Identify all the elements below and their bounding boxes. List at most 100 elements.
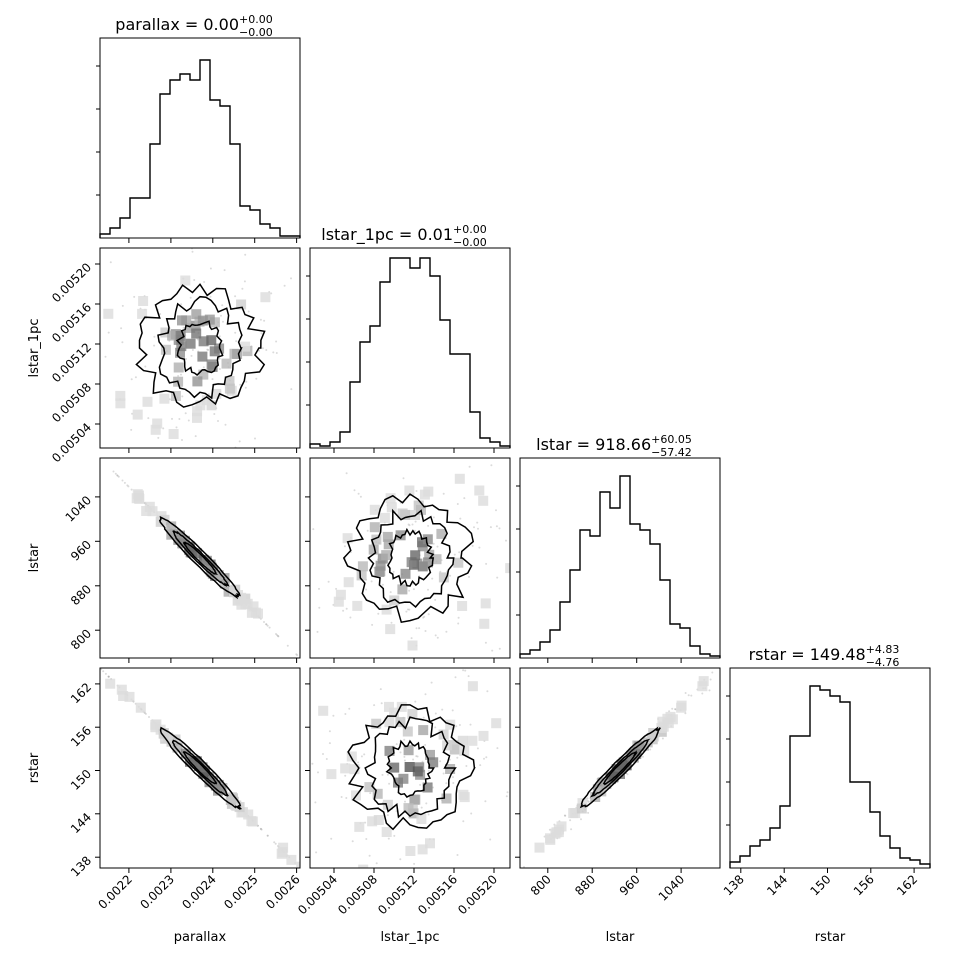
density-cell [210,780,221,791]
density-cell [698,676,709,687]
sample-point [162,427,165,430]
sample-point [365,838,368,840]
sample-point [370,580,373,583]
density-cell [335,589,346,600]
sample-point [307,665,309,667]
sample-point [471,544,474,547]
density-cell [384,701,394,712]
histogram-lstar [519,475,721,658]
sample-point [445,782,448,785]
sample-point [260,332,263,335]
density-cell [400,568,411,579]
density-cell [326,769,337,780]
sample-point [551,728,553,730]
density-cell [340,763,351,774]
sample-point [424,744,427,746]
sample-point [407,523,410,526]
xtick-label: 800 [528,872,554,898]
density-cell [246,816,257,827]
sample-point [580,818,582,821]
sample-point [465,765,468,767]
contour-level-3 [175,320,224,376]
sample-point [310,887,312,889]
sample-point [333,374,335,376]
sample-point [412,758,415,761]
sample-point [512,878,514,880]
contour-level-2 [157,295,243,400]
density-cell [410,550,421,561]
panel-parallax-rstar: 0.0022 0.0023 0.0024 0.0025 0.00261381441501… [68,667,303,912]
sample-point [564,814,567,817]
sample-point [408,608,411,611]
sample-point [701,692,704,695]
density-cell [116,684,127,695]
sample-point [100,668,103,671]
sample-point [404,800,406,803]
sample-point [302,356,304,358]
density-cell [381,550,392,561]
sample-point [239,383,242,386]
ytick-label: 144 [68,810,94,836]
sample-point [569,819,572,822]
ytick-label: 0.00516 [49,300,94,345]
density-cell [403,745,414,756]
xaxis-label-rstar: rstar [815,930,846,945]
density-cell [448,740,459,751]
density-cell [213,570,224,581]
title-equals: = [180,15,204,34]
sample-point [413,862,416,865]
xtick-label: 0.0024 [179,872,219,912]
density-cell [505,563,510,574]
ytick-label: 162 [68,680,94,706]
density-cell [576,803,587,814]
density-cell [150,719,161,730]
sample-point [262,694,264,696]
panel-frame [99,667,301,869]
contour-level-1 [158,515,241,600]
sample-point [505,795,508,798]
sample-point [263,621,265,623]
density-cell [556,821,567,832]
sample-point [484,800,487,803]
sample-point [265,623,268,626]
sample-point [345,607,348,610]
sample-point [328,730,331,733]
sample-point [398,674,400,676]
density-cell [509,869,519,879]
sample-point [412,588,415,591]
panel-title-lstar: lstar = 918.66+60.05 [536,433,692,454]
density-cell [191,309,202,320]
sample-point [144,365,147,368]
ytick-label: 800 [68,626,94,652]
xtick-label: 156 [851,872,877,898]
panel-frame [99,457,301,659]
density-cell [676,702,687,713]
sample-point [266,834,269,837]
density-cell [422,534,433,545]
sample-point [384,444,386,446]
sample-point [270,292,273,295]
panel-lstar_1pc-lstar_1pc: lstar_1pc = 0.01+0.00−0.00 [306,223,511,453]
density-cell [479,618,490,629]
sample-point [441,708,444,711]
sample-point [478,546,481,549]
sample-point [263,319,266,322]
sample-point [542,584,544,586]
sample-point [393,834,396,837]
density-layer [509,671,714,880]
contour-level-2 [172,530,230,587]
density-layer [310,444,544,676]
density-cell [177,315,187,326]
density-cell [211,388,222,399]
title-plus: +4.83 [866,643,900,656]
sample-point [104,355,107,358]
sample-point [332,714,335,717]
density-cell [118,691,129,701]
sample-point [268,626,271,629]
sample-point [434,726,437,729]
sample-point [402,477,405,480]
sample-point [363,753,366,756]
sample-point [277,635,279,637]
density-cell [192,412,202,423]
